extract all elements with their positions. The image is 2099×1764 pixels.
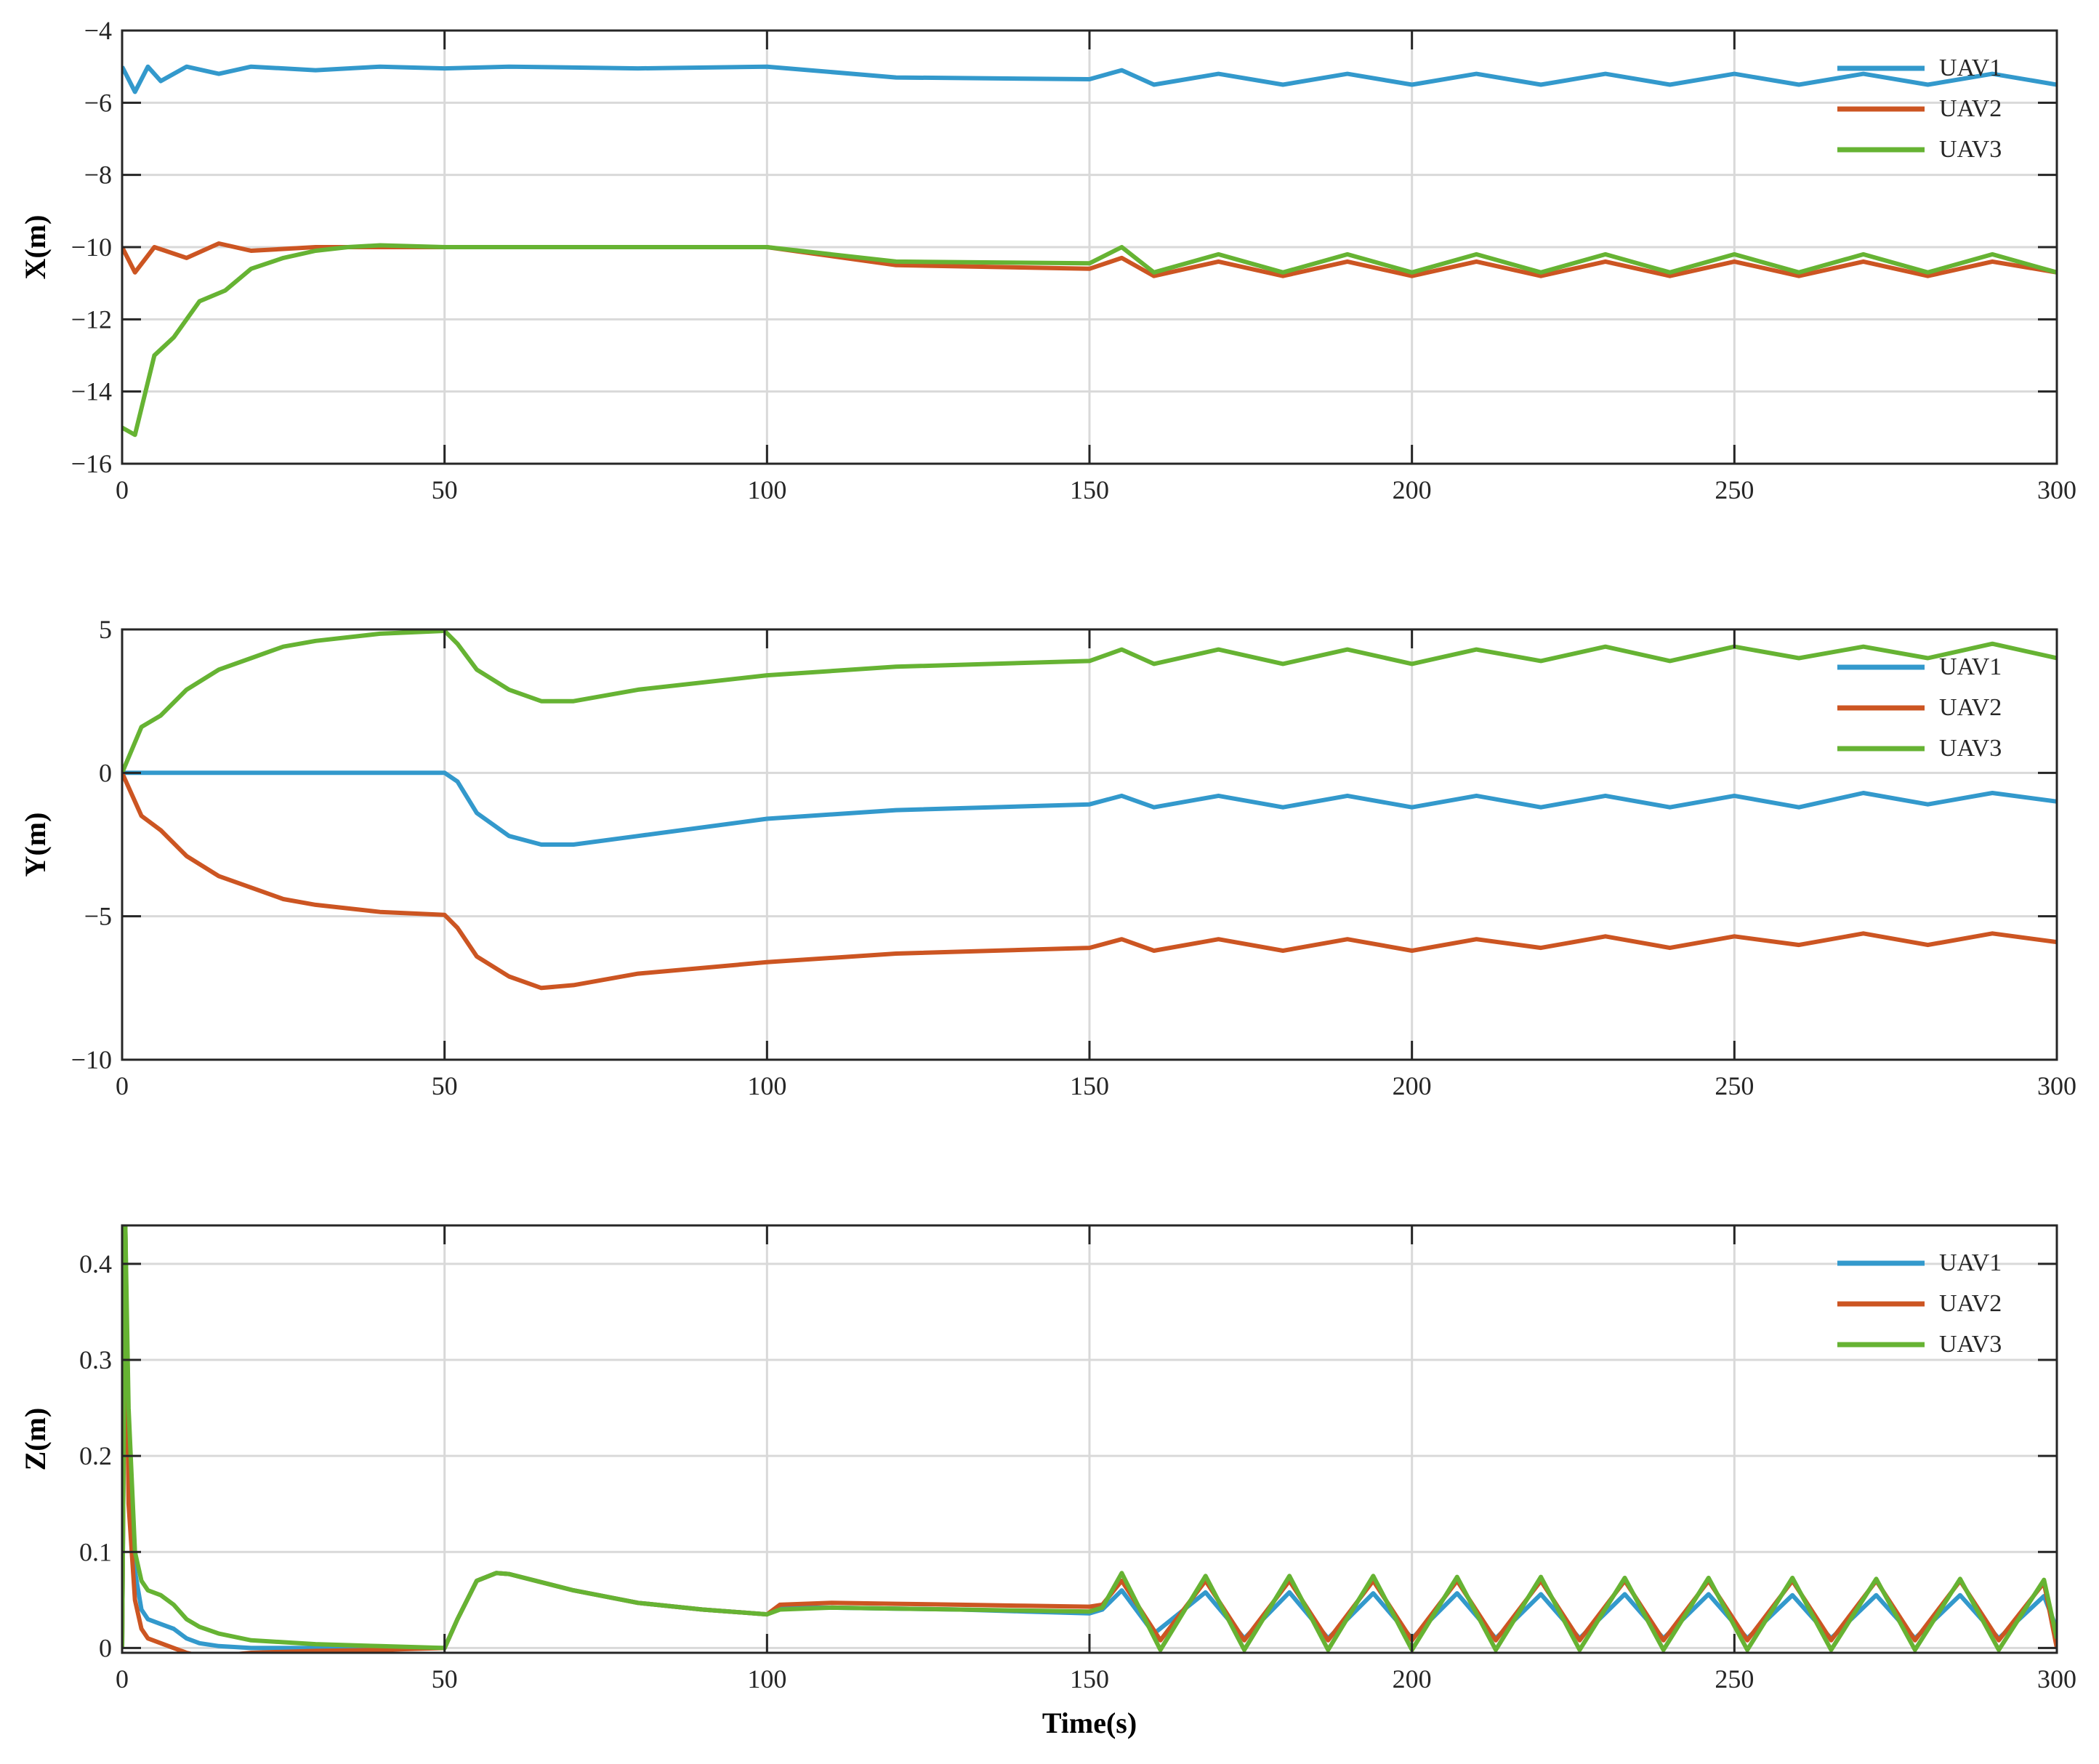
x-tick-label: 300 — [2037, 1664, 2076, 1693]
x-tick-label: 100 — [747, 1664, 786, 1693]
y-tick-label: 0.3 — [79, 1345, 112, 1374]
x-axis-label: Time(s) — [1042, 1707, 1137, 1739]
series-line-uav2 — [122, 772, 2057, 991]
series-line-uav1 — [122, 64, 2057, 94]
y-tick-label: −6 — [84, 88, 112, 117]
x-tick-label: 250 — [1715, 1664, 1754, 1693]
x-tick-label: 50 — [432, 1664, 458, 1693]
y-tick-label: −8 — [84, 161, 112, 190]
x-tick-label: 300 — [2037, 475, 2076, 504]
y-tick-label: 0.1 — [79, 1537, 112, 1566]
x-tick-label: 300 — [2037, 1071, 2076, 1100]
series-line-uav3 — [122, 629, 2057, 774]
y-tick-label: −10 — [71, 233, 112, 262]
y-tick-label: −4 — [84, 16, 112, 45]
legend-label-uav1: UAV1 — [1939, 55, 2002, 81]
legend: UAV1 UAV2 UAV3 — [1837, 55, 2002, 163]
x-tick-label: 250 — [1715, 1071, 1754, 1100]
legend: UAV1 UAV2 UAV3 — [1837, 1249, 2002, 1358]
y-tick-label: 0 — [99, 758, 112, 787]
series-line-uav2 — [122, 241, 2057, 278]
legend-label-uav3: UAV3 — [1939, 1331, 2002, 1358]
series-line-uav1 — [122, 770, 2057, 847]
subplot-3: 0 50 100 150 200 250 300 0.4 0.3 0.2 0.1 0 Z(m) Time(… — [19, 1224, 2076, 1739]
y-axis-label: X(m) — [19, 215, 52, 280]
y-tick-label: 0 — [99, 1633, 112, 1662]
legend-label-uav2: UAV2 — [1939, 95, 2002, 122]
y-tick-label: −16 — [71, 449, 112, 478]
y-tick-label: 0.2 — [79, 1441, 112, 1470]
x-tick-label: 150 — [1070, 1071, 1109, 1100]
y-tick-label: −12 — [71, 305, 112, 334]
subplot-1: 0 50 100 150 200 250 300 −4 −6 −8 −10 −12 −14 −16 X(m)… — [19, 16, 2076, 504]
legend-label-uav1: UAV1 — [1939, 653, 2002, 680]
legend-label-uav1: UAV1 — [1939, 1249, 2002, 1276]
y-tick-label: 5 — [99, 615, 112, 644]
legend: UAV1 UAV2 UAV3 — [1837, 653, 2002, 762]
x-tick-label: 0 — [116, 475, 129, 504]
x-tick-label: 200 — [1393, 475, 1432, 504]
y-axis-label: Z(m) — [19, 1408, 52, 1471]
x-tick-label: 150 — [1070, 1664, 1109, 1693]
x-tick-label: 250 — [1715, 475, 1754, 504]
y-tick-label: −10 — [71, 1045, 112, 1074]
x-tick-label: 100 — [747, 1071, 786, 1100]
legend-label-uav3: UAV3 — [1939, 735, 2002, 762]
series-line-uav3 — [122, 1225, 2057, 1652]
y-axis-label: Y(m) — [19, 813, 52, 877]
x-tick-label: 150 — [1070, 475, 1109, 504]
x-tick-label: 100 — [747, 475, 786, 504]
x-tick-label: 200 — [1393, 1664, 1432, 1693]
y-tick-label: −5 — [84, 902, 112, 931]
legend-label-uav3: UAV3 — [1939, 136, 2002, 163]
subplot-2: 0 50 100 150 200 250 30050−5−10Y(m)UAV1UAV2UAV… — [19, 615, 2076, 1100]
x-tick-label: 200 — [1393, 1071, 1432, 1100]
legend-label-uav2: UAV2 — [1939, 1290, 2002, 1317]
x-tick-label: 50 — [432, 475, 458, 504]
x-tick-label: 0 — [116, 1071, 129, 1100]
x-tick-label: 50 — [432, 1071, 458, 1100]
x-tick-label: 0 — [116, 1664, 129, 1693]
legend-label-uav2: UAV2 — [1939, 694, 2002, 721]
y-tick-label: 0.4 — [79, 1249, 112, 1278]
y-tick-label: −14 — [71, 377, 112, 406]
series-line-uav3 — [122, 243, 2057, 438]
